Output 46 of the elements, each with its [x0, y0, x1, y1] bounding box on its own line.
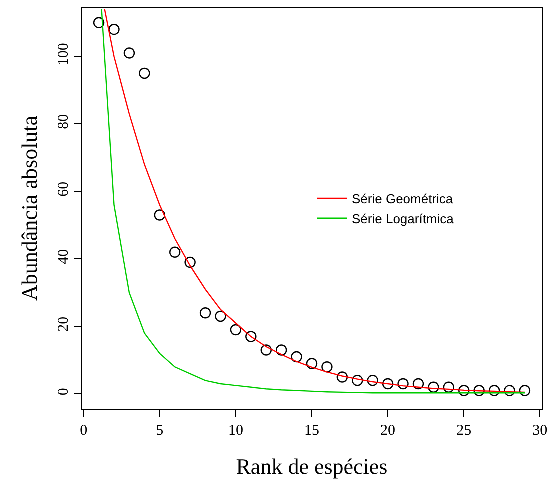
point	[382, 378, 394, 390]
point	[276, 344, 288, 356]
point	[184, 256, 196, 268]
x-tick-label: 0	[80, 423, 88, 439]
x-tick-label: 30	[532, 423, 548, 439]
x-tick-label: 25	[456, 423, 472, 439]
point	[367, 375, 378, 386]
point	[398, 378, 409, 390]
point	[412, 378, 424, 390]
x-tick-label: 15	[304, 423, 320, 439]
point	[139, 68, 150, 80]
point	[108, 24, 120, 36]
point	[124, 48, 136, 59]
y-tick-label: 40	[56, 249, 72, 264]
point	[215, 310, 226, 322]
point	[322, 362, 333, 373]
x-tick-label: 20	[380, 423, 396, 439]
point	[519, 385, 531, 396]
y-tick-label: 20	[56, 316, 72, 332]
point	[246, 331, 257, 342]
point	[200, 308, 212, 319]
y-tick-label: 80	[56, 114, 72, 130]
point	[504, 385, 516, 396]
x-tick-label: 10	[228, 423, 244, 439]
point	[428, 382, 440, 393]
point	[474, 385, 485, 396]
legend-label: Série Geométrica	[352, 192, 454, 207]
point	[488, 385, 500, 396]
x-tick-label: 5	[156, 423, 164, 439]
x-axis-title: Rank de espécies	[236, 454, 388, 479]
y-tick-label: 0	[56, 388, 72, 396]
point	[93, 17, 105, 28]
point	[260, 344, 272, 356]
point	[336, 372, 348, 383]
point	[306, 358, 318, 370]
point	[458, 385, 470, 396]
y-axis-title: Abundância absoluta	[16, 116, 42, 302]
point	[291, 351, 302, 363]
point	[154, 210, 166, 221]
y-tick-label: 60	[56, 182, 72, 197]
legend-label: Série Logarítmica	[352, 211, 455, 226]
point	[170, 246, 181, 258]
y-tick-label: 100	[56, 43, 72, 66]
point	[230, 324, 242, 336]
point	[352, 375, 364, 386]
point	[443, 382, 454, 393]
